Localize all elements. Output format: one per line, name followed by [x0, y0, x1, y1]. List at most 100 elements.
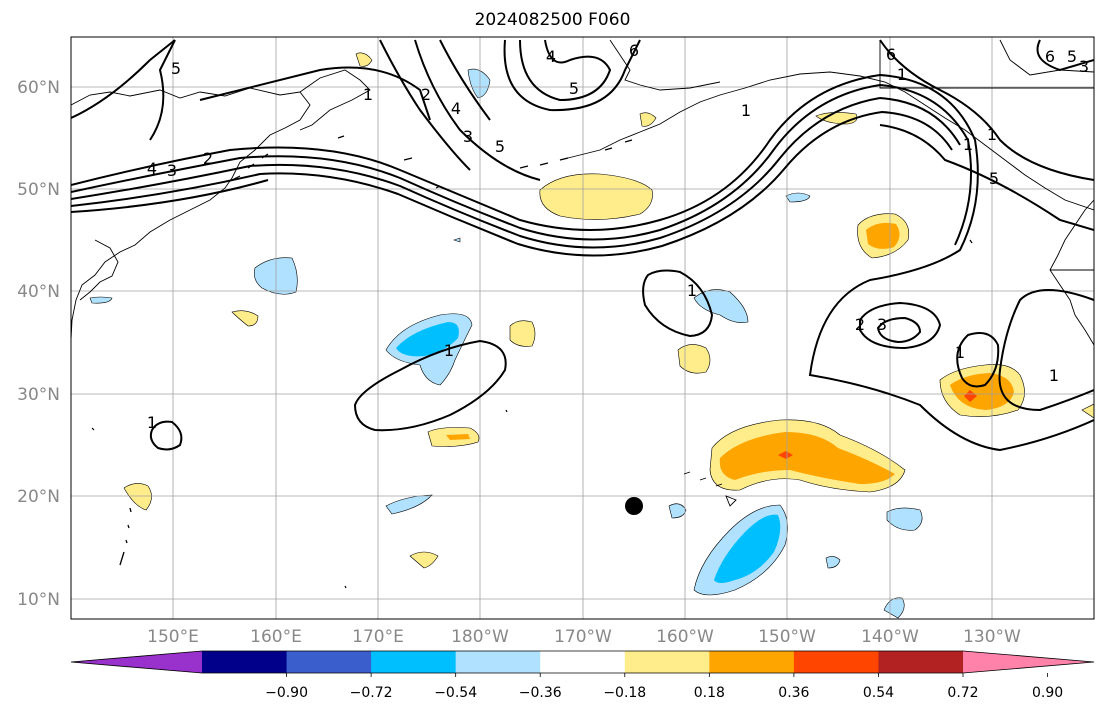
- colorbar-tick-label: 0.18: [694, 685, 725, 701]
- lat-label: 30°N: [17, 385, 60, 405]
- lon-label: 170°E: [352, 627, 404, 647]
- alaska-coast: [559, 71, 1094, 211]
- positive-region: [509, 320, 536, 347]
- lon-label: 170°W: [554, 627, 612, 647]
- lon-label: 150°W: [758, 627, 816, 647]
- lat-label: 40°N: [17, 282, 60, 302]
- negative-region: [714, 514, 781, 583]
- contour-label: 3: [463, 127, 473, 146]
- contour-line: [71, 110, 953, 257]
- positive-region: [677, 344, 711, 374]
- north-america-coast: [1049, 199, 1094, 346]
- contour-label: 1: [1049, 366, 1059, 385]
- canada-border: [999, 39, 1094, 76]
- colorbar-tick-label: −0.18: [603, 685, 646, 701]
- contour-line: [503, 39, 641, 112]
- contours: [71, 39, 1094, 452]
- japan-coast: [79, 239, 119, 301]
- longitude-labels: 150°E 160°E 170°E 180°W 170°W 160°W 150°…: [147, 627, 1021, 647]
- colorbar: −0.90 −0.72 −0.54 −0.36 −0.18 0.18 0.36 0.54 0.7…: [70, 650, 1095, 701]
- location-marker: [625, 497, 643, 515]
- contour-line: [149, 420, 183, 451]
- contour-line: [71, 73, 1094, 452]
- colorbar-tick-label: 0.72: [947, 685, 978, 701]
- contour-label: 4: [451, 99, 461, 118]
- positive-region: [815, 112, 858, 125]
- negative-region: [693, 289, 749, 323]
- contour-label: 1: [147, 413, 157, 432]
- colorbar-extend-low: [71, 651, 202, 673]
- negative-region: [883, 597, 905, 619]
- lat-label: 20°N: [17, 487, 60, 507]
- contour-line: [859, 301, 942, 350]
- contour-line: [71, 39, 431, 141]
- mariana-islands: [119, 507, 132, 566]
- colorbar-tick-label: −0.90: [265, 685, 308, 701]
- colorbar-tick-label: −0.72: [350, 685, 393, 701]
- colorbar-extend-high: [963, 651, 1094, 673]
- contour-label: 1: [444, 341, 454, 360]
- colorbar-segment: [202, 651, 288, 673]
- contour-label: 2: [421, 85, 431, 104]
- colorbar-segment: [455, 651, 541, 673]
- hawaii-islands: [683, 471, 737, 507]
- lat-label: 10°N: [17, 590, 60, 610]
- positive-region: [231, 310, 259, 327]
- aleutian-islands: [519, 139, 633, 169]
- contour-line: [998, 289, 1094, 412]
- contour-label: 5: [989, 169, 999, 188]
- contour-label: 6: [886, 45, 896, 64]
- contour-label: 6: [1045, 47, 1055, 66]
- graticule: [71, 37, 1094, 619]
- contour-line: [379, 39, 541, 181]
- contour-label: 1: [741, 101, 751, 120]
- lon-label: 150°E: [147, 627, 199, 647]
- positive-region: [778, 451, 793, 459]
- contour-line: [876, 316, 922, 344]
- contour-label: 4: [546, 47, 556, 66]
- contour-label: 1: [955, 343, 965, 362]
- colorbar-outline: [70, 650, 1095, 674]
- contour-line: [879, 39, 1094, 181]
- anomaly-shading: [89, 52, 1094, 619]
- contour-label: 3: [167, 161, 177, 180]
- lon-label: 130°W: [963, 627, 1021, 647]
- contour-labels: 5 1 2 4 3 5 4 6 5 6 4 3 2 1 1 2 3 1 1 1 …: [147, 41, 1089, 432]
- lon-label: 140°W: [861, 627, 919, 647]
- negative-region: [453, 237, 461, 243]
- lat-label: 50°N: [17, 180, 60, 200]
- colorbar-tick-label: 0.54: [863, 685, 894, 701]
- contour-label: 3: [877, 315, 887, 334]
- colorbar-tick-label: 0.90: [1032, 685, 1063, 701]
- alaska-interior: [609, 39, 1094, 91]
- map-frame: [70, 36, 1095, 620]
- positive-region: [964, 390, 977, 402]
- negative-region: [668, 503, 687, 519]
- negative-region: [396, 322, 459, 357]
- contour-label: 6: [629, 41, 639, 60]
- positive-region: [123, 483, 152, 511]
- contour-label: 2: [203, 149, 213, 168]
- small-islands: [91, 135, 973, 589]
- contour-label: 5: [171, 59, 181, 78]
- contour-label: 4: [147, 159, 157, 178]
- negative-region: [89, 296, 113, 304]
- colorbar-tick-label: −0.36: [519, 685, 562, 701]
- positive-region: [866, 222, 900, 249]
- colorbar-segment: [878, 651, 964, 673]
- colorbar-segment: [371, 651, 457, 673]
- contour-label: 2: [855, 315, 865, 334]
- positive-region: [409, 551, 439, 569]
- lon-label: 160°E: [250, 627, 302, 647]
- negative-region: [467, 68, 491, 99]
- coastlines: [71, 39, 1094, 589]
- positive-region: [1081, 403, 1094, 419]
- contour-line: [71, 124, 1094, 231]
- contour-label: 5: [1067, 47, 1077, 66]
- colorbar-segment: [540, 651, 626, 673]
- lon-label: 180°W: [451, 627, 509, 647]
- positive-region: [355, 52, 373, 67]
- lon-label: 160°W: [656, 627, 714, 647]
- colorbar-segment: [286, 651, 372, 673]
